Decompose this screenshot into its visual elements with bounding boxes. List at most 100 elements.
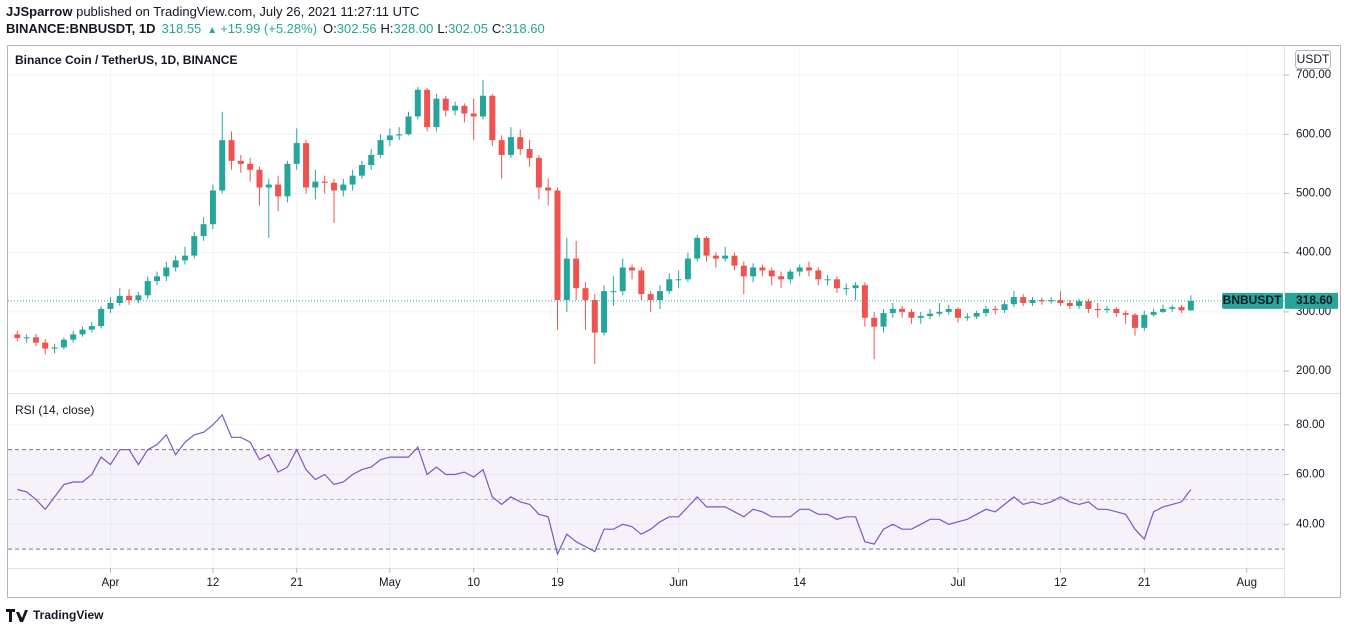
chart-frame: [7, 45, 1341, 598]
candle-body: [340, 184, 347, 191]
candle-body: [135, 295, 142, 301]
candle-body: [554, 190, 561, 301]
candle-body: [843, 288, 850, 290]
y-tick-label: 80.00: [1296, 419, 1325, 431]
candle-body: [396, 134, 403, 136]
x-tick-label: 21: [1138, 577, 1151, 589]
x-tick-label: 12: [1054, 577, 1067, 589]
candle-body: [936, 311, 943, 314]
candle-body: [796, 267, 803, 272]
x-tick-label: Apr: [101, 577, 119, 589]
logo-icon: [6, 609, 28, 622]
ohlc-value: 302.05: [448, 21, 488, 36]
candle-body: [265, 184, 272, 188]
candle-body: [1169, 307, 1176, 309]
candle-body: [964, 316, 971, 318]
candle-body: [638, 270, 645, 295]
candle-body: [805, 267, 812, 271]
ohlc-label: O:: [323, 21, 337, 36]
candle-body: [275, 184, 282, 197]
candle-body: [731, 255, 738, 266]
candle-body: [368, 154, 375, 166]
candle-body: [535, 157, 542, 188]
candle-body: [209, 190, 216, 225]
candle-body: [666, 279, 673, 292]
candle-body: [107, 302, 114, 309]
candle-body: [1141, 314, 1148, 328]
candle-body: [330, 182, 337, 191]
candle-body: [312, 181, 319, 188]
candle-body: [684, 258, 691, 280]
x-tick-label: Aug: [1237, 577, 1257, 589]
candle-body: [992, 308, 999, 311]
candle-body: [1131, 314, 1138, 328]
y-tick-label: 300.00: [1296, 306, 1331, 318]
published: published on TradingView.com, July 26, 2…: [72, 4, 419, 19]
last-price-name-box: [1222, 292, 1283, 309]
candle-body: [358, 165, 365, 176]
x-tick-label: 14: [793, 577, 806, 589]
candle-body: [51, 347, 58, 349]
candle-body: [517, 137, 524, 150]
candle-body: [1113, 308, 1120, 314]
footer-text: TradingView: [33, 608, 104, 622]
candle-body: [1038, 300, 1045, 302]
candle-body: [833, 279, 840, 289]
x-tick-label: 21: [290, 577, 303, 589]
candle-body: [1178, 307, 1185, 311]
candle-body: [1159, 308, 1166, 312]
candle-body: [1085, 301, 1092, 309]
candle-body: [750, 267, 757, 277]
last-price-name: BNBUSDT: [1223, 293, 1282, 307]
candle-body: [191, 236, 198, 256]
candle-body: [1094, 308, 1101, 311]
candle-body: [256, 169, 263, 188]
x-tick-label: Jun: [669, 577, 688, 589]
candle-body: [98, 308, 105, 327]
candle-body: [42, 342, 49, 349]
x-tick-label: 19: [551, 577, 564, 589]
candle-body: [489, 95, 496, 141]
candle-body: [461, 105, 468, 114]
candle-body: [60, 339, 67, 348]
candle-body: [899, 308, 906, 312]
candle-body: [768, 270, 775, 277]
candle-body: [452, 105, 459, 111]
candle-body: [871, 317, 878, 327]
candle-body: [545, 187, 552, 191]
candle-body: [163, 267, 170, 277]
candle-body: [917, 316, 924, 318]
candle-body: [414, 89, 421, 117]
candle-body: [181, 255, 188, 261]
x-tick-label: May: [379, 577, 401, 589]
candle-body: [1066, 302, 1073, 306]
candle-body: [619, 267, 626, 292]
candle-body: [759, 267, 766, 271]
y-tick-label: 60.00: [1296, 469, 1325, 481]
candle-body: [591, 300, 598, 333]
candle-body: [778, 276, 785, 280]
candle-body: [675, 279, 682, 281]
candle-body: [507, 137, 514, 155]
candle-body: [219, 140, 226, 191]
y-tick-label: 200.00: [1296, 365, 1331, 377]
candle-body: [703, 237, 710, 256]
candle-body: [433, 98, 440, 128]
candle-body: [1076, 301, 1083, 306]
candle-body: [70, 334, 77, 340]
currency-box[interactable]: [1295, 50, 1331, 69]
arrow: ▲: [207, 25, 217, 36]
y-tick-label: 400.00: [1296, 247, 1331, 259]
candle-body: [228, 140, 235, 161]
y-tick-label: 40.00: [1296, 518, 1325, 530]
x-tick-label: 12: [207, 577, 220, 589]
rsi-title: RSI (14, close): [15, 403, 94, 417]
ohlc-value: 302.56: [337, 21, 377, 36]
candle-body: [908, 311, 915, 318]
candle-body: [200, 224, 207, 237]
candle-body: [247, 163, 254, 170]
candle-body: [14, 334, 21, 338]
candle-body: [656, 291, 663, 301]
